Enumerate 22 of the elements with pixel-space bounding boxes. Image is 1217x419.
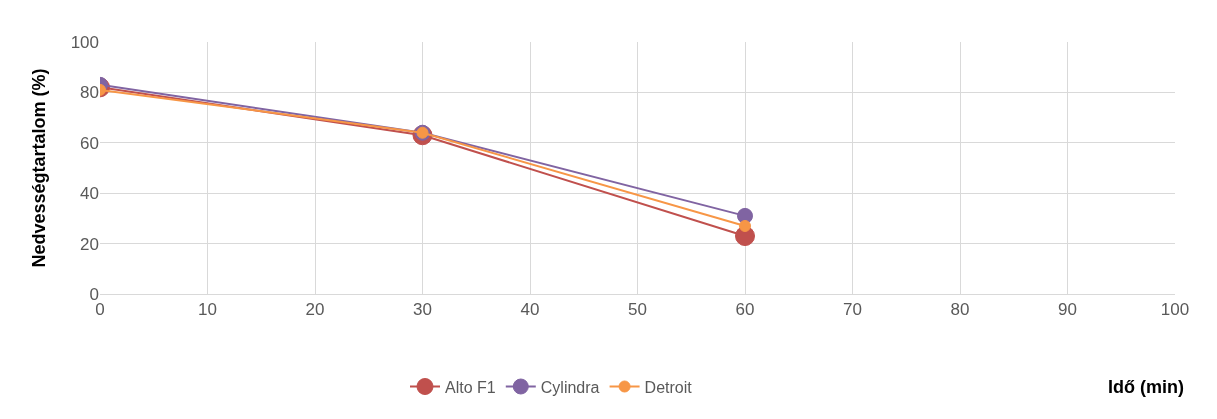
x-tick-label: 100 xyxy=(1160,300,1190,320)
x-tick-label: 60 xyxy=(735,300,755,320)
x-tick-label: 70 xyxy=(843,300,862,320)
y-tick-label: 20 xyxy=(80,234,99,254)
y-tick-label: 80 xyxy=(80,83,99,103)
y-axis-title: Nedvességtartalom (%) xyxy=(28,68,49,268)
legend-label: Alto F1 xyxy=(445,378,496,396)
y-tick-label: 100 xyxy=(70,32,99,52)
x-tick-label: 50 xyxy=(628,300,647,320)
x-axis-title: Idő (min) xyxy=(1108,377,1184,397)
y-tick-label: 60 xyxy=(80,133,99,153)
x-tick-label: 10 xyxy=(198,300,217,320)
x-tick-label: 30 xyxy=(413,300,432,320)
x-tick-label: 40 xyxy=(520,300,540,320)
legend-label: Detroit xyxy=(644,378,693,396)
x-tick-label: 90 xyxy=(1058,300,1077,320)
point xyxy=(739,219,751,232)
y-tick-label: 0 xyxy=(89,284,99,304)
y-tick-label: 40 xyxy=(80,184,99,204)
legend-label: Cylindra xyxy=(540,378,600,396)
x-tick-label: 80 xyxy=(950,300,970,320)
x-tick-label: 20 xyxy=(305,300,325,320)
